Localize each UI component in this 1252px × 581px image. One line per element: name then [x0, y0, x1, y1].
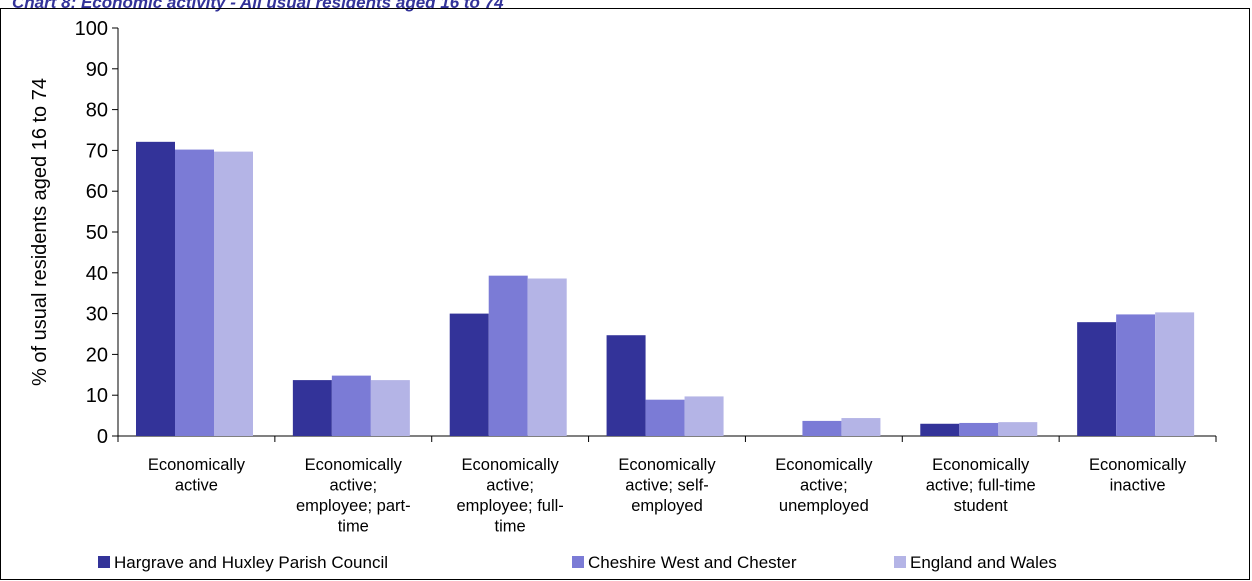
bar	[959, 422, 999, 436]
bar	[998, 422, 1038, 436]
bar	[488, 275, 528, 436]
bar	[841, 418, 881, 436]
y-axis-label: % of usual residents aged 16 to 74	[29, 78, 51, 386]
y-tick-label: 20	[86, 344, 108, 366]
legend-label: Hargrave and Huxley Parish Council	[114, 553, 388, 572]
legend-swatch	[572, 556, 584, 568]
bar	[606, 335, 646, 436]
y-tick-label: 10	[86, 385, 108, 407]
bar	[527, 278, 567, 436]
bar	[684, 396, 724, 436]
bar	[1155, 312, 1195, 436]
x-tick-label: Economically active; employee; part-time	[296, 456, 411, 536]
legend-swatch	[98, 556, 110, 568]
bar	[370, 380, 410, 436]
bar	[214, 151, 253, 436]
y-tick-label: 90	[86, 59, 108, 81]
x-tick-label: Economically active; full-time student	[926, 456, 1036, 515]
bar	[802, 420, 842, 436]
legend-label: Cheshire West and Chester	[588, 553, 797, 572]
x-tick-label: Economically active; self-employed	[618, 456, 716, 515]
y-tick-label: 100	[75, 18, 108, 40]
y-tick-label: 30	[86, 304, 108, 326]
bar	[1116, 314, 1156, 436]
chart-title: Chart 8: Economic activity - All usual r…	[12, 0, 504, 12]
y-tick-label: 60	[86, 181, 108, 203]
bar	[449, 313, 489, 436]
bar	[645, 399, 685, 436]
y-tick-label: 50	[86, 222, 108, 244]
bar	[292, 380, 332, 436]
x-tick-label: Economically active	[148, 456, 246, 495]
x-tick-label: Economically active; unemployed	[775, 456, 873, 515]
bar	[1077, 322, 1117, 436]
y-tick-label: 0	[97, 426, 108, 448]
y-tick-label: 70	[86, 140, 108, 162]
bar	[175, 149, 214, 437]
legend-label: England and Wales	[910, 553, 1057, 572]
bar	[920, 423, 960, 436]
y-tick-label: 40	[86, 263, 108, 285]
bar	[136, 141, 175, 436]
chart-frame	[0, 8, 1250, 580]
legend-swatch	[894, 556, 906, 568]
y-tick-label: 80	[86, 100, 108, 122]
bar	[331, 375, 371, 436]
x-tick-label: Economically inactive	[1089, 456, 1187, 495]
x-tick-label: Economically active; employee; full-time	[456, 456, 563, 536]
